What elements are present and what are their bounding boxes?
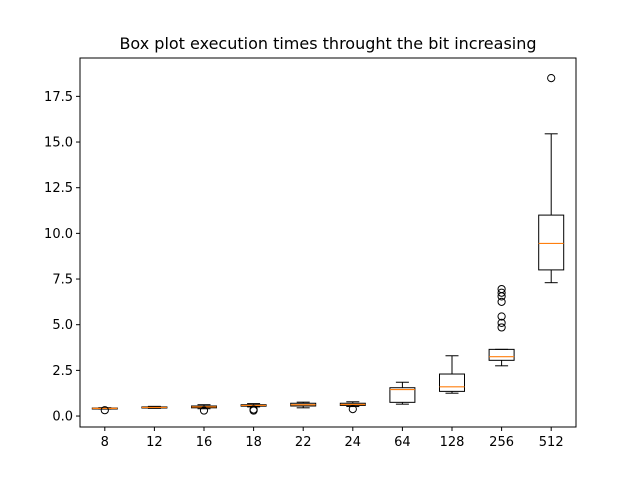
box-group-64: [389, 381, 416, 405]
iqr-box: [488, 348, 515, 361]
outlier-point: [348, 404, 357, 414]
chart-title: Box plot execution times throught the bi…: [119, 34, 536, 53]
box-group-18: [240, 403, 267, 415]
iqr-box: [439, 373, 465, 392]
x-tick-label: 24: [345, 435, 362, 450]
x-tick-label: 16: [196, 435, 213, 450]
outlier-point: [100, 406, 109, 415]
box-group-256: [488, 284, 515, 367]
x-tick-label: 12: [146, 435, 163, 450]
box-group-24: [339, 401, 366, 414]
y-tick-label: 5.0: [52, 318, 73, 333]
x-tick-label: 64: [394, 435, 411, 450]
iqr-box: [538, 214, 565, 271]
plot-area: [91, 73, 565, 415]
outlier-point: [199, 406, 209, 415]
outlier-point: [497, 284, 506, 294]
y-tick-label: 10.0: [44, 227, 73, 242]
x-tick-label: 22: [295, 435, 312, 450]
outlier-point: [497, 323, 506, 332]
outlier-point: [249, 406, 258, 415]
y-tick-label: 15.0: [44, 136, 73, 151]
x-tick-label: 8: [101, 435, 109, 450]
box-group-128: [439, 355, 465, 394]
x-axis: 8 12 16 18 22 24 64 128 256 512: [101, 427, 564, 450]
outlier-point: [497, 288, 506, 297]
box-group-8: [91, 406, 118, 415]
y-tick-label: 2.5: [52, 364, 73, 379]
box-group-16: [191, 404, 217, 415]
x-tick-label: 256: [489, 435, 514, 450]
y-tick-label: 17.5: [44, 90, 73, 105]
box-group-22: [290, 401, 317, 409]
y-tick-label: 12.5: [44, 181, 73, 196]
iqr-box: [389, 387, 416, 403]
x-tick-label: 512: [539, 435, 564, 450]
y-axis: 0.0 2.5 5.0 7.5 10.0 12.5 15.0 17.5: [44, 90, 80, 425]
outlier-point: [497, 297, 506, 306]
box-group-12: [141, 405, 168, 409]
box-group-512: [538, 73, 565, 284]
x-tick-label: 128: [440, 435, 465, 450]
outlier-point: [497, 318, 506, 327]
y-tick-label: 7.5: [52, 273, 73, 288]
outlier-point: [547, 73, 556, 83]
outlier-point: [497, 312, 506, 321]
axes-frame: [79, 57, 577, 428]
x-tick-label: 18: [245, 435, 262, 450]
y-tick-label: 0.0: [52, 410, 73, 425]
